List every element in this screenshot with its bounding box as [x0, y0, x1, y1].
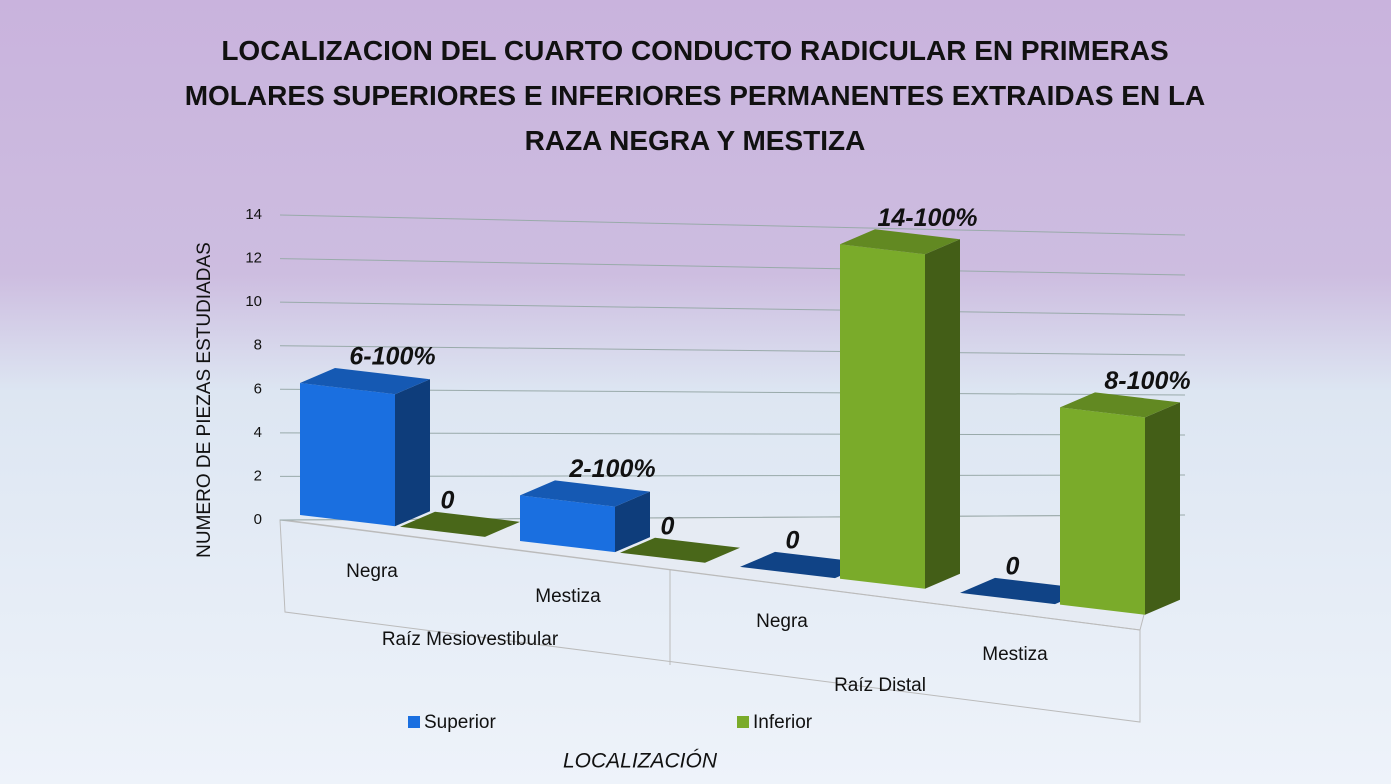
data-label: 0 [786, 527, 800, 555]
x-tick-label: Mestiza [982, 644, 1048, 665]
grid-line [279, 474, 1186, 477]
grid-line [279, 301, 1186, 316]
data-label: 14-100% [877, 204, 977, 232]
bar [740, 551, 870, 579]
chart-title: LOCALIZACION DEL CUARTO CONDUCTO RADICUL… [184, 35, 1206, 156]
y-tick-label: 8 [254, 337, 262, 354]
bar [520, 480, 650, 553]
bar-top [840, 229, 960, 255]
bar-top [400, 511, 520, 537]
bar-front [520, 495, 615, 553]
y-axis-label: NUMERO DE PIEZAS ESTUDIADAS [194, 242, 215, 558]
bar [960, 577, 1090, 605]
data-label: 2-100% [568, 455, 655, 483]
label-panel [279, 519, 1141, 723]
x-tick-label: Negra [346, 561, 398, 582]
legend-swatch [408, 716, 420, 728]
data-label: 8-100% [1104, 367, 1190, 395]
grid-line [279, 345, 1186, 356]
bar-front [840, 244, 925, 589]
bar-side [925, 239, 960, 589]
grid-line [279, 214, 1186, 236]
bar-top [620, 537, 740, 563]
bar [840, 229, 960, 589]
data-label: 0 [661, 512, 675, 540]
bar-front [1060, 407, 1145, 615]
bar-top [520, 480, 650, 507]
bar-top [1060, 392, 1180, 418]
bar [300, 368, 430, 527]
group-label: Raíz Distal [834, 675, 926, 696]
y-tick-label: 0 [254, 511, 262, 528]
x-tick-label: Mestiza [535, 586, 601, 607]
data-label: 6-100% [349, 343, 435, 371]
y-tick-label: 6 [254, 380, 262, 397]
bar-front [300, 383, 395, 527]
bar-top [740, 551, 870, 579]
bar-top [960, 577, 1090, 605]
grid-line [279, 432, 1186, 436]
bar [400, 511, 520, 537]
bar-side [615, 491, 650, 553]
legend-label: Superior [424, 712, 496, 733]
data-label: 0 [441, 486, 455, 514]
y-tick-label: 4 [254, 424, 262, 441]
bar-top [300, 368, 430, 395]
x-tick-label: Negra [756, 611, 808, 632]
legend-swatch [737, 716, 749, 728]
grid-line [279, 258, 1186, 276]
grid-line [279, 388, 1186, 396]
floor [284, 514, 1171, 631]
bar [620, 537, 740, 563]
y-tick-label: 10 [245, 293, 262, 310]
data-label: 0 [1006, 552, 1020, 580]
bar [1060, 392, 1180, 615]
x-axis-label: LOCALIZACIÓN [563, 750, 718, 773]
y-tick-label: 12 [245, 250, 262, 267]
bar-side [1145, 402, 1180, 615]
legend-label: Inferior [753, 712, 813, 733]
group-label: Raíz Mesiovestibular [382, 629, 559, 650]
bar-side [395, 379, 430, 527]
y-tick-label: 14 [245, 206, 262, 223]
y-tick-label: 2 [254, 467, 262, 484]
